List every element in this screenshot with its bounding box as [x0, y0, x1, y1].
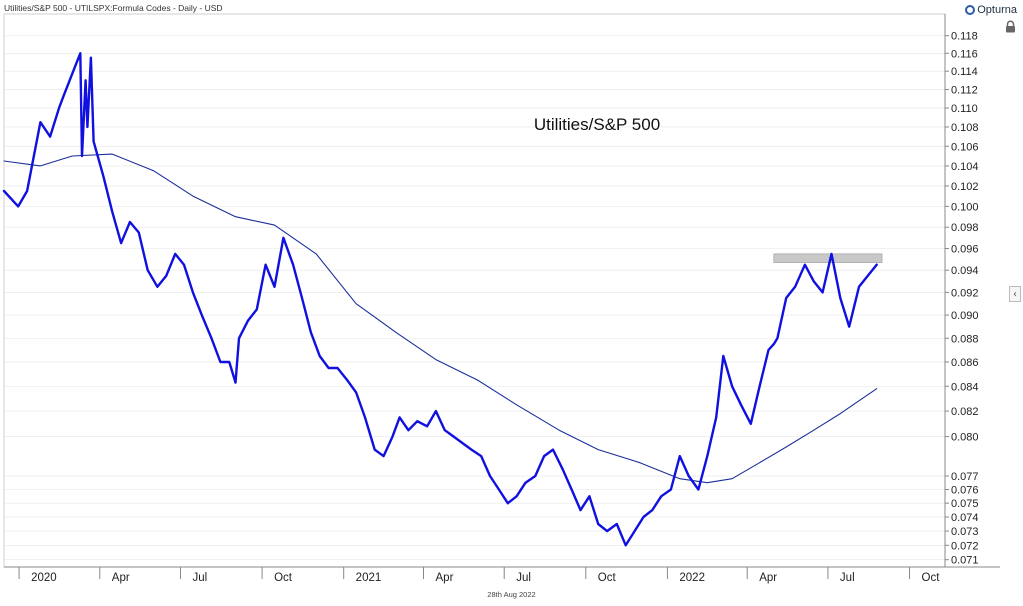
y-tick-label: 0.073: [951, 526, 979, 538]
y-tick-label: 0.071: [951, 555, 979, 567]
y-tick-label: 0.082: [951, 406, 979, 418]
x-tick-label: Apr: [112, 572, 130, 584]
highlight-band-layer: [773, 253, 883, 263]
y-tick-label: 0.098: [951, 222, 979, 234]
x-tick-label: Jul: [840, 572, 855, 584]
x-tick-label: Oct: [274, 572, 293, 584]
opturna-logo-icon: [965, 5, 976, 15]
chevron-left-icon[interactable]: ‹: [1009, 286, 1021, 302]
y-tick-label: 0.074: [951, 512, 979, 524]
x-tick-label: Oct: [922, 572, 941, 584]
x-tick-label: 2021: [356, 572, 382, 584]
chart-title: Utilities/S&P 500: [534, 115, 660, 134]
y-tick-label: 0.086: [951, 357, 979, 369]
date-footer: 28th Aug 2022: [487, 590, 536, 599]
y-tick-label: 0.100: [951, 201, 979, 213]
y-tick-label: 0.096: [951, 243, 979, 255]
x-axis: 2020 Apr Jul Oct 2021 Apr Jul Oct 2022 Apr Jul Oct: [18, 567, 941, 584]
y-tick-label: 0.092: [951, 287, 979, 299]
y-tick-label: 0.114: [951, 66, 978, 78]
y-tick-label: 0.076: [951, 485, 979, 497]
y-tick-label: 0.072: [951, 540, 979, 552]
y-tick-label: 0.080: [951, 432, 979, 444]
y-tick-label: 0.077: [951, 471, 979, 483]
x-tick-label: Jul: [516, 572, 531, 584]
series-info-header: Utilities/S&P 500 - UTILSPX:Formula Code…: [4, 3, 223, 13]
y-tick-label: 0.084: [951, 381, 979, 393]
y-tick-label: 0.104: [951, 161, 979, 173]
lock-icon[interactable]: [1004, 20, 1017, 33]
price-series-line: [2, 52, 878, 547]
y-tick-label: 0.110: [951, 103, 978, 115]
moving-average-line: [3, 153, 878, 484]
brand-name: Opturna: [977, 4, 1017, 16]
x-tick-label: Apr: [436, 572, 454, 584]
y-tick-label: 0.106: [951, 141, 979, 153]
brand-logo: Opturna: [965, 3, 1017, 17]
y-grid: [4, 35, 945, 561]
y-tick-label: 0.102: [951, 181, 979, 193]
y-tick-label: 0.075: [951, 498, 979, 510]
resistance-band: [773, 253, 883, 263]
y-tick-label: 0.108: [951, 122, 979, 134]
y-tick-label: 0.094: [951, 265, 979, 277]
y-tick-label: 0.088: [951, 333, 979, 345]
plot-area: [3, 13, 946, 568]
y-tick-label: 0.118: [951, 31, 978, 43]
y-tick-label: 0.112: [951, 84, 978, 96]
x-tick-label: Apr: [759, 572, 777, 584]
x-tick-label: 2022: [679, 572, 705, 584]
series-layer: [2, 52, 878, 547]
y-tick-label: 0.116: [951, 48, 978, 60]
x-tick-label: Jul: [192, 572, 207, 584]
x-tick-label: Oct: [598, 572, 617, 584]
y-tick-label: 0.090: [951, 310, 979, 322]
x-tick-label: 2020: [31, 572, 57, 584]
